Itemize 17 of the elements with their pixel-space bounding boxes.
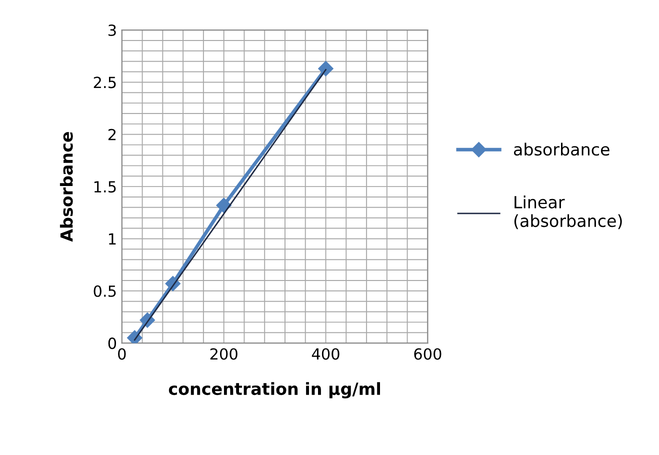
- y-tick-label: 1: [109, 233, 116, 245]
- y-tick-label: 1.5: [94, 181, 116, 193]
- x-tick-label: 200: [210, 348, 238, 360]
- x-tick-label: 0: [118, 348, 126, 360]
- y-tick-label: 3: [108, 24, 116, 36]
- point: [318, 61, 334, 76]
- x-axis-title: concentration in µg/ml: [168, 382, 380, 398]
- y-tick-label: 0: [108, 338, 116, 350]
- x-tick-label: 600: [414, 348, 442, 360]
- point: [216, 198, 232, 213]
- legend-label: Linear (absorbance): [514, 196, 622, 230]
- y-tick-label: 0.5: [94, 285, 116, 297]
- y-axis-title: Absorbance: [60, 132, 73, 242]
- legend-label: absorbance: [514, 142, 610, 156]
- x-tick-label: 400: [312, 348, 340, 360]
- y-tick-label: 2.5: [94, 76, 116, 88]
- y-tick-label: 2: [108, 128, 116, 140]
